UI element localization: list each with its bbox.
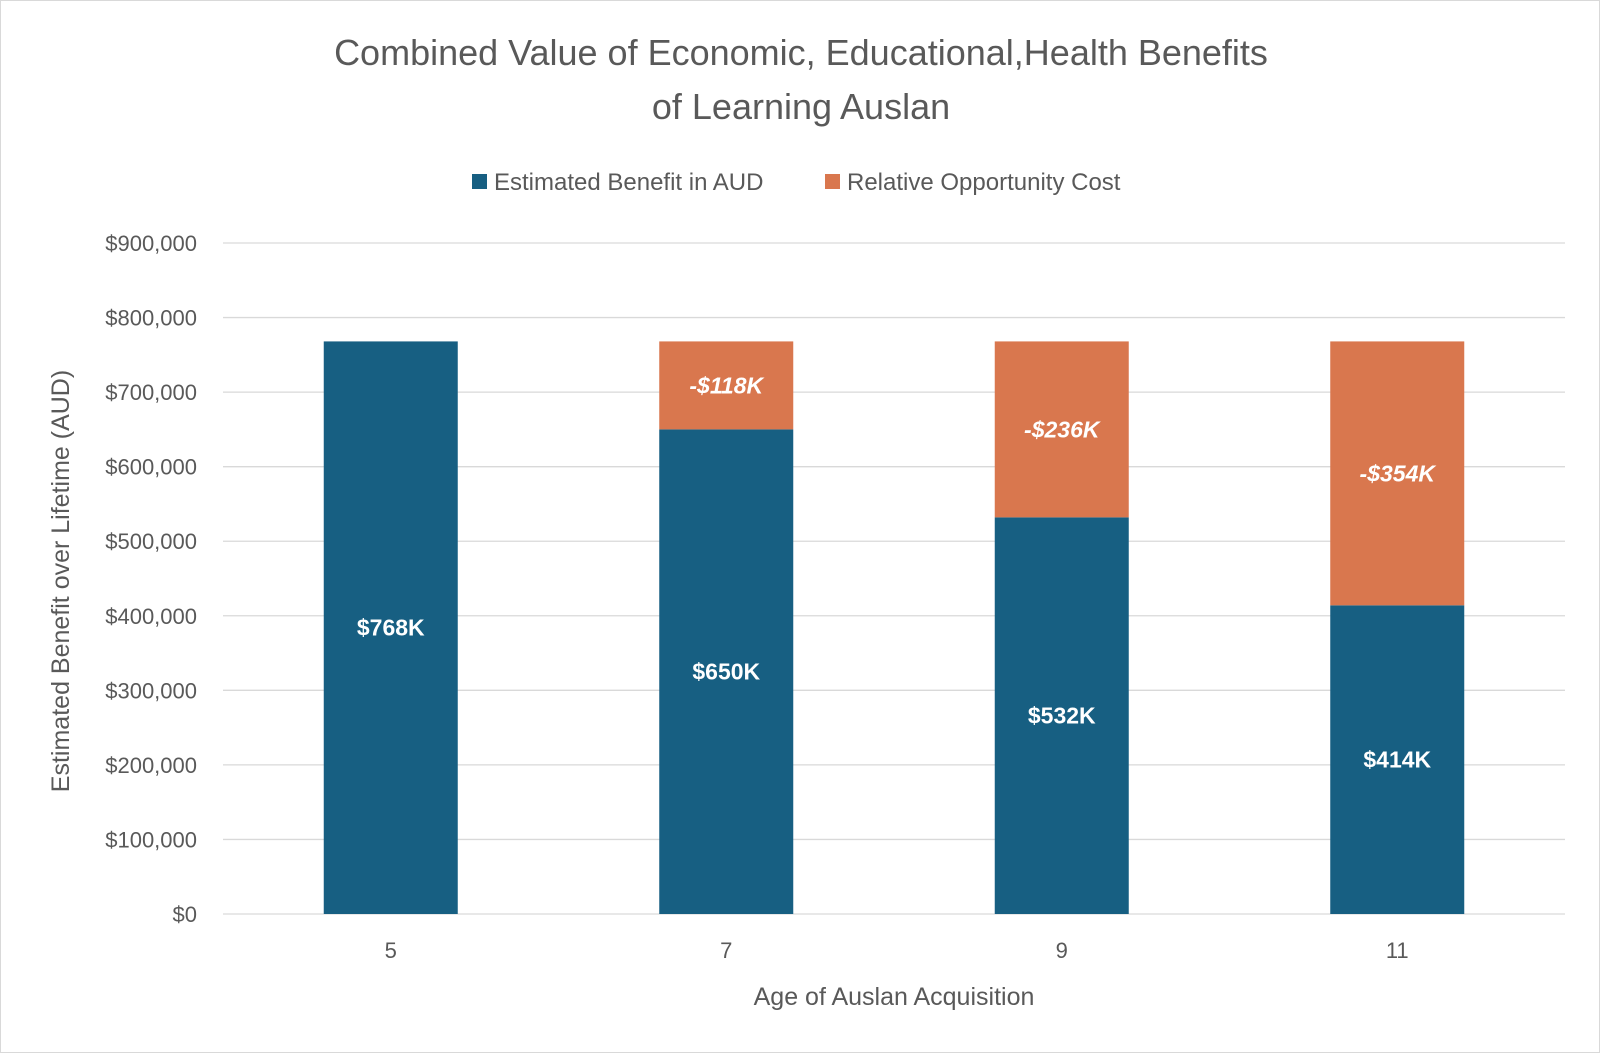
y-tick-label: $200,000 [105,753,197,778]
chart-title-line-1: Combined Value of Economic, Educational,… [334,32,1268,73]
bar-benefit [659,429,794,914]
y-tick-label: $800,000 [105,306,197,331]
chart-title-line-2: of Learning Auslan [652,86,950,127]
bar-benefit [994,517,1129,914]
y-tick-label: $600,000 [105,455,197,480]
y-axis-title: Estimated Benefit over Lifetime (AUD) [47,370,75,792]
y-tick-label: $900,000 [105,231,197,256]
data-label-cost: -$118K [689,372,764,398]
y-tick-label: $500,000 [105,529,197,554]
bar-opportunity-cost [1330,341,1465,606]
data-label-cost: -$354K [1360,460,1437,486]
data-labels: $768K $650K -$118K $532K -$236K $414K -$354K [357,372,1436,772]
y-axis-ticks: $0 $100,000 $200,000 $300,000 $400,000 $500,0… [105,231,197,927]
data-label-benefit: $414K [1363,747,1431,773]
legend-label-cost: Relative Opportunity Cost [847,169,1121,196]
y-tick-label: $700,000 [105,380,197,405]
bar-benefit [323,341,458,914]
data-label-benefit: $532K [1028,703,1096,729]
x-tick-label: 7 [720,938,732,963]
legend-swatch-benefit [472,174,487,189]
x-tick-label: 9 [1056,938,1068,963]
legend-label-benefit: Estimated Benefit in AUD [494,169,763,196]
bar-opportunity-cost [994,341,1129,518]
x-axis-ticks: 5 7 9 11 [385,938,1409,963]
y-tick-label: $400,000 [105,604,197,629]
y-tick-label: $100,000 [105,827,197,852]
x-tick-label: 11 [1386,938,1409,963]
y-tick-label: $0 [173,902,197,927]
data-label-benefit: $650K [692,659,760,685]
legend-swatch-cost [825,174,840,189]
x-tick-label: 5 [385,938,397,963]
y-tick-label: $300,000 [105,678,197,703]
bars [323,341,1465,914]
bar-opportunity-cost [659,341,794,430]
data-label-cost: -$236K [1024,416,1101,442]
x-axis-title: Age of Auslan Acquisition [754,983,1035,1011]
data-label-benefit: $768K [357,615,425,641]
legend: Estimated Benefit in AUD Relative Opport… [472,169,1121,196]
bar-benefit [1330,605,1465,914]
